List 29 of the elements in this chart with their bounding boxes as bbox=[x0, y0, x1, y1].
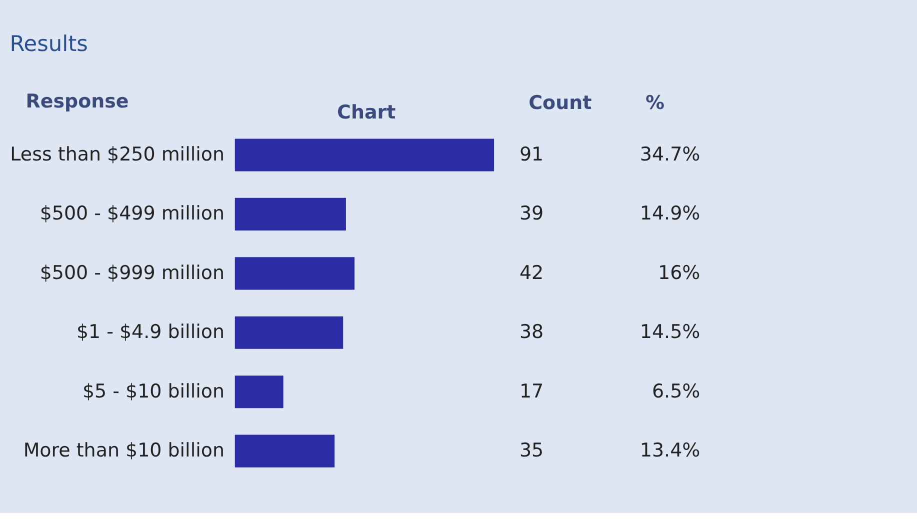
y-axis-title: Response bbox=[26, 90, 129, 112]
y-tick-label: $1 - $4.9 billion bbox=[76, 321, 225, 344]
text: Results bbox=[10, 32, 88, 57]
text: 16% bbox=[658, 262, 700, 284]
y-tick-label: More than $10 billion bbox=[23, 439, 225, 462]
y-tick-label: $5 - $10 billion bbox=[82, 380, 225, 402]
bar bbox=[234, 198, 346, 230]
data-label: 39 bbox=[519, 202, 544, 225]
text: 6.5% bbox=[652, 380, 700, 402]
bar bbox=[234, 257, 355, 290]
x-axis-title: Chart bbox=[337, 101, 396, 124]
bar bbox=[234, 434, 335, 468]
y-tick-label: Less than $250 million bbox=[10, 143, 225, 166]
bar bbox=[234, 316, 344, 349]
data-label: 91 bbox=[519, 143, 544, 166]
bar bbox=[234, 376, 284, 408]
text: 14.9% bbox=[640, 202, 700, 225]
text: 13.4% bbox=[640, 439, 700, 462]
text: % bbox=[645, 92, 665, 114]
data-label: 35 bbox=[519, 439, 544, 462]
text: 34.7% bbox=[640, 143, 700, 166]
bar bbox=[234, 138, 494, 172]
y-tick-label: $500 - $499 million bbox=[40, 202, 225, 225]
data-label: 17 bbox=[519, 380, 544, 402]
y-tick-label: $500 - $999 million bbox=[40, 262, 225, 284]
data-label: 42 bbox=[519, 262, 544, 284]
data-label: 38 bbox=[519, 321, 544, 344]
text: Count bbox=[528, 92, 592, 114]
text: 14.5% bbox=[640, 321, 700, 344]
